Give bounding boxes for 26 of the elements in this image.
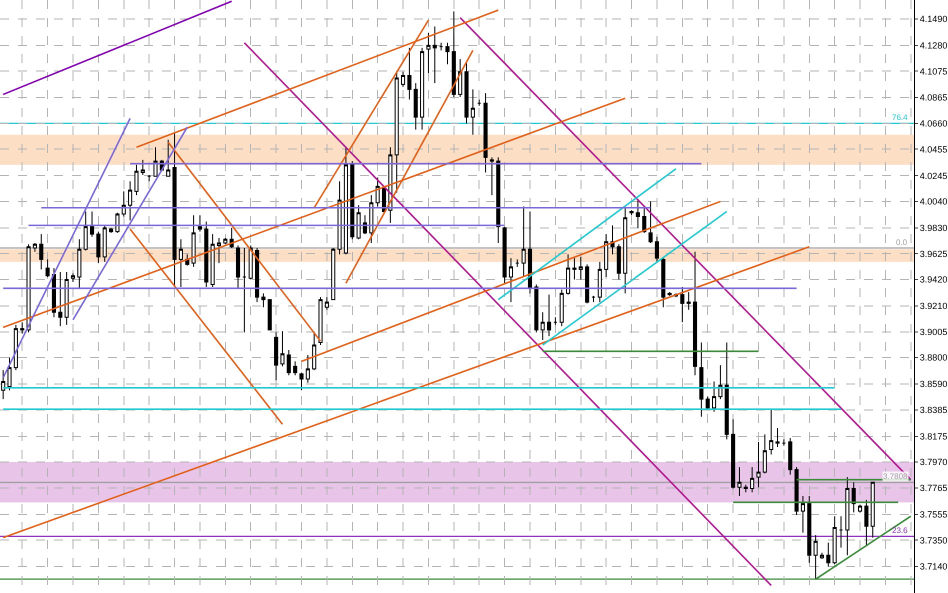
y-tick-label: 4.1075 [920, 66, 948, 76]
y-tick-label: 3.9210 [920, 301, 948, 312]
y-tick-label: 4.0660 [920, 118, 948, 129]
y-tick-label: 3.9830 [920, 223, 948, 234]
y-tick-label: 3.7350 [920, 535, 948, 546]
y-tick-label: 4.0245 [920, 170, 948, 181]
y-tick-label: 3.7140 [920, 562, 948, 572]
y-tick-label: 4.0040 [920, 196, 948, 207]
annotation: 23.6 [892, 526, 908, 535]
y-tick-label: 3.7970 [920, 457, 948, 468]
y-tick-label: 3.9420 [920, 274, 948, 285]
y-tick-label: 4.1280 [920, 40, 948, 50]
y-tick-label: 3.8175 [920, 431, 948, 442]
y-tick-label: 3.7765 [920, 483, 948, 494]
y-tick-label: 4.0865 [920, 92, 948, 103]
ref-line-label: 3.7808 [883, 472, 908, 481]
y-tick-label: 3.8590 [920, 379, 948, 390]
y-tick-label: 3.9625 [920, 248, 948, 259]
y-tick-label: 3.7555 [920, 509, 948, 520]
annotation: 76.4 [892, 113, 908, 122]
annotation: 0.0 [896, 238, 908, 247]
y-tick-label: 3.8385 [920, 404, 948, 415]
y-tick-label: 4.0455 [920, 144, 948, 154]
y-tick-label: 3.8800 [920, 352, 948, 363]
y-tick-label: 4.1490 [920, 14, 948, 24]
y-tick-label: 3.9005 [920, 326, 948, 337]
